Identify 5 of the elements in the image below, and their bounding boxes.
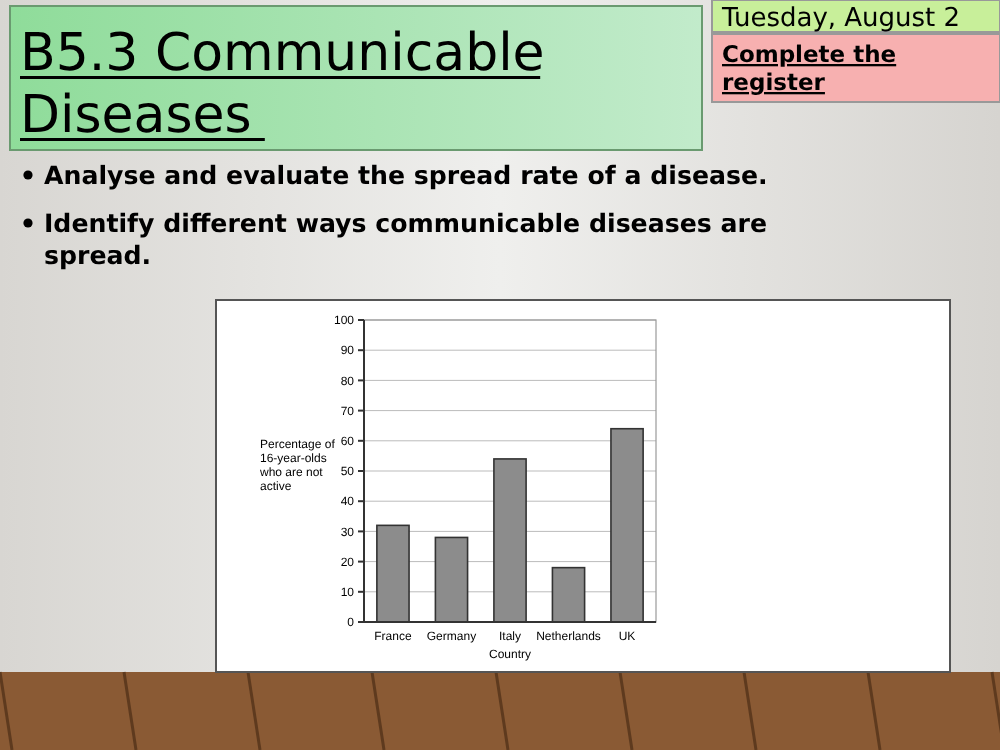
text: Identify different ways communicable diseases are spread. <box>44 208 768 270</box>
text: Complete the register <box>722 40 897 96</box>
text: Analyse and evaluate the spread rate of a disease. <box>44 160 768 190</box>
chart-title: B5.3 Communicable Diseases <box>20 24 545 146</box>
text: Tuesday, August 2 <box>720 4 961 34</box>
